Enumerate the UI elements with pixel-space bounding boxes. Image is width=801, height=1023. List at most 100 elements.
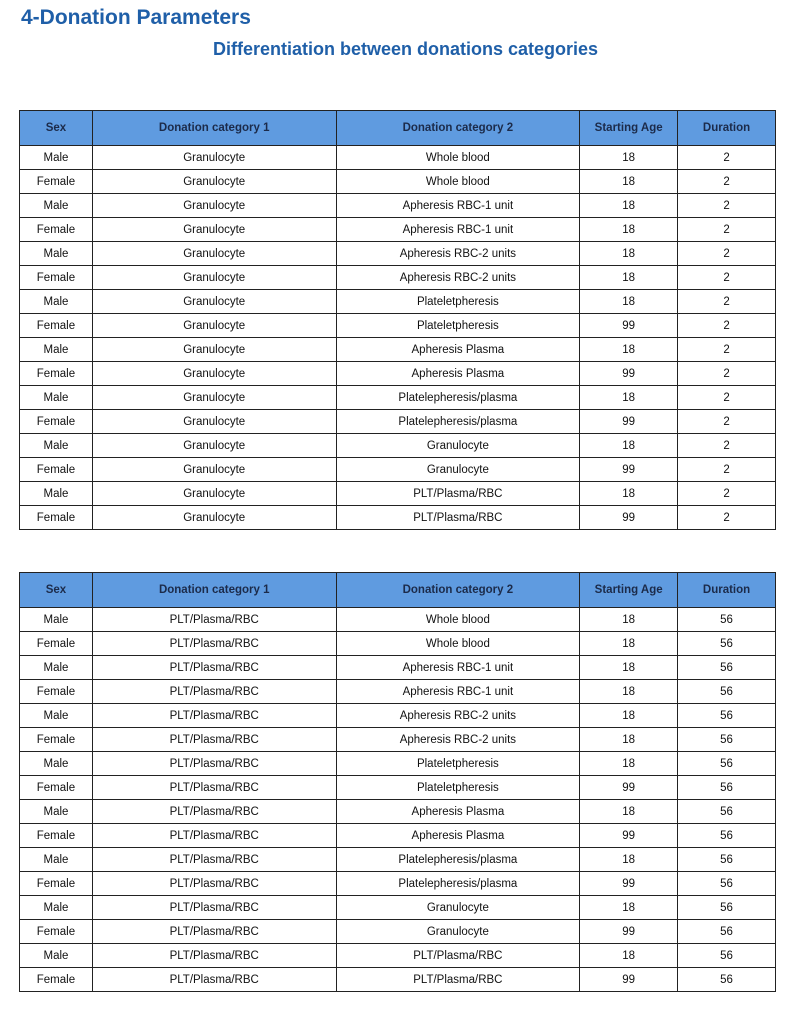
- cell-category-2: Apheresis RBC-1 unit: [335, 193, 581, 218]
- column-header-duration: Duration: [677, 110, 776, 146]
- cell-duration: 2: [677, 481, 776, 506]
- cell-sex: Male: [19, 241, 93, 266]
- cell-sex: Female: [19, 823, 93, 848]
- cell-category-1: PLT/Plasma/RBC: [91, 679, 337, 704]
- table-row: Female Granulocyte PLT/Plasma/RBC 99 2: [19, 505, 776, 530]
- cell-sex: Male: [19, 943, 93, 968]
- cell-category-1: Granulocyte: [91, 313, 337, 338]
- cell-starting-age: 18: [579, 679, 679, 704]
- cell-category-2: Granulocyte: [335, 433, 581, 458]
- cell-starting-age: 18: [579, 289, 679, 314]
- table-row: Female PLT/Plasma/RBC Whole blood 18 56: [19, 631, 776, 656]
- cell-category-2: Apheresis RBC-2 units: [335, 265, 581, 290]
- table-row: Female PLT/Plasma/RBC Apheresis RBC-2 unit…: [19, 727, 776, 752]
- table-row: Male PLT/Plasma/RBC Platelepheresis/plasma…: [19, 847, 776, 872]
- column-header-starting-age: Starting Age: [579, 110, 679, 146]
- cell-starting-age: 99: [579, 919, 679, 944]
- cell-sex: Female: [19, 631, 93, 656]
- cell-starting-age: 18: [579, 727, 679, 752]
- cell-sex: Male: [19, 847, 93, 872]
- donation-table-plt-plasma-rbc: Sex Donation category 1 Donation category …: [19, 572, 776, 992]
- cell-category-1: PLT/Plasma/RBC: [91, 775, 337, 800]
- cell-sex: Female: [19, 919, 93, 944]
- cell-category-1: Granulocyte: [91, 409, 337, 434]
- cell-duration: 2: [677, 193, 776, 218]
- column-header-category-2: Donation category 2: [335, 110, 581, 146]
- cell-category-1: Granulocyte: [91, 241, 337, 266]
- table-row: Female PLT/Plasma/RBC Plateletpheresis 99 56: [19, 775, 776, 800]
- column-header-category-1: Donation category 1: [91, 110, 337, 146]
- table-row: Female Granulocyte Platelepheresis/plasma 9…: [19, 409, 776, 434]
- table-row: Female PLT/Plasma/RBC Apheresis Plasma 99 56: [19, 823, 776, 848]
- cell-category-1: PLT/Plasma/RBC: [91, 919, 337, 944]
- cell-duration: 2: [677, 337, 776, 362]
- cell-sex: Male: [19, 337, 93, 362]
- table-row: Female PLT/Plasma/RBC PLT/Plasma/RBC 99 56: [19, 967, 776, 992]
- cell-category-1: PLT/Plasma/RBC: [91, 655, 337, 680]
- cell-starting-age: 18: [579, 655, 679, 680]
- table-row: Male Granulocyte Whole blood 18 2: [19, 145, 776, 170]
- column-header-sex: Sex: [19, 572, 93, 608]
- cell-category-1: PLT/Plasma/RBC: [91, 967, 337, 992]
- cell-starting-age: 18: [579, 799, 679, 824]
- cell-starting-age: 99: [579, 457, 679, 482]
- column-header-category-2: Donation category 2: [335, 572, 581, 608]
- cell-category-1: PLT/Plasma/RBC: [91, 631, 337, 656]
- cell-category-2: Apheresis RBC-1 unit: [335, 679, 581, 704]
- cell-starting-age: 18: [579, 145, 679, 170]
- cell-category-1: PLT/Plasma/RBC: [91, 847, 337, 872]
- cell-sex: Male: [19, 289, 93, 314]
- cell-sex: Female: [19, 169, 93, 194]
- cell-duration: 56: [677, 655, 776, 680]
- table-row: Male Granulocyte PLT/Plasma/RBC 18 2: [19, 481, 776, 506]
- cell-duration: 2: [677, 409, 776, 434]
- cell-sex: Male: [19, 703, 93, 728]
- table-row: Male Granulocyte Apheresis RBC-1 unit 18 2: [19, 193, 776, 218]
- column-header-starting-age: Starting Age: [579, 572, 679, 608]
- cell-category-2: Whole blood: [335, 607, 581, 632]
- cell-category-2: PLT/Plasma/RBC: [335, 481, 581, 506]
- cell-duration: 56: [677, 679, 776, 704]
- cell-duration: 2: [677, 217, 776, 242]
- cell-category-1: PLT/Plasma/RBC: [91, 607, 337, 632]
- cell-starting-age: 99: [579, 871, 679, 896]
- cell-duration: 56: [677, 799, 776, 824]
- table-row: Female Granulocyte Plateletpheresis 99 2: [19, 313, 776, 338]
- cell-starting-age: 18: [579, 847, 679, 872]
- table-row: Male Granulocyte Plateletpheresis 18 2: [19, 289, 776, 314]
- cell-sex: Male: [19, 655, 93, 680]
- cell-category-1: PLT/Plasma/RBC: [91, 703, 337, 728]
- cell-category-1: PLT/Plasma/RBC: [91, 871, 337, 896]
- cell-starting-age: 99: [579, 361, 679, 386]
- cell-category-1: PLT/Plasma/RBC: [91, 895, 337, 920]
- cell-duration: 56: [677, 607, 776, 632]
- table-row: Female PLT/Plasma/RBC Granulocyte 99 56: [19, 919, 776, 944]
- cell-sex: Female: [19, 265, 93, 290]
- cell-category-1: Granulocyte: [91, 169, 337, 194]
- cell-starting-age: 18: [579, 193, 679, 218]
- cell-duration: 56: [677, 727, 776, 752]
- cell-duration: 2: [677, 505, 776, 530]
- cell-sex: Female: [19, 775, 93, 800]
- table-row: Male Granulocyte Apheresis RBC-2 units 18 2: [19, 241, 776, 266]
- cell-sex: Female: [19, 217, 93, 242]
- cell-category-2: Apheresis Plasma: [335, 799, 581, 824]
- table-row: Male PLT/Plasma/RBC Whole blood 18 56: [19, 607, 776, 632]
- cell-category-1: Granulocyte: [91, 385, 337, 410]
- cell-category-2: Apheresis RBC-1 unit: [335, 217, 581, 242]
- cell-category-1: Granulocyte: [91, 457, 337, 482]
- table-row: Male PLT/Plasma/RBC Apheresis RBC-2 units 1…: [19, 703, 776, 728]
- cell-duration: 2: [677, 145, 776, 170]
- cell-sex: Female: [19, 313, 93, 338]
- cell-category-2: Apheresis Plasma: [335, 337, 581, 362]
- cell-sex: Male: [19, 799, 93, 824]
- cell-sex: Male: [19, 481, 93, 506]
- cell-category-1: Granulocyte: [91, 193, 337, 218]
- cell-duration: 2: [677, 457, 776, 482]
- cell-duration: 56: [677, 967, 776, 992]
- table-row: Female Granulocyte Granulocyte 99 2: [19, 457, 776, 482]
- cell-duration: 56: [677, 871, 776, 896]
- cell-sex: Male: [19, 193, 93, 218]
- section-title: 4-Donation Parameters: [21, 6, 251, 29]
- cell-sex: Female: [19, 871, 93, 896]
